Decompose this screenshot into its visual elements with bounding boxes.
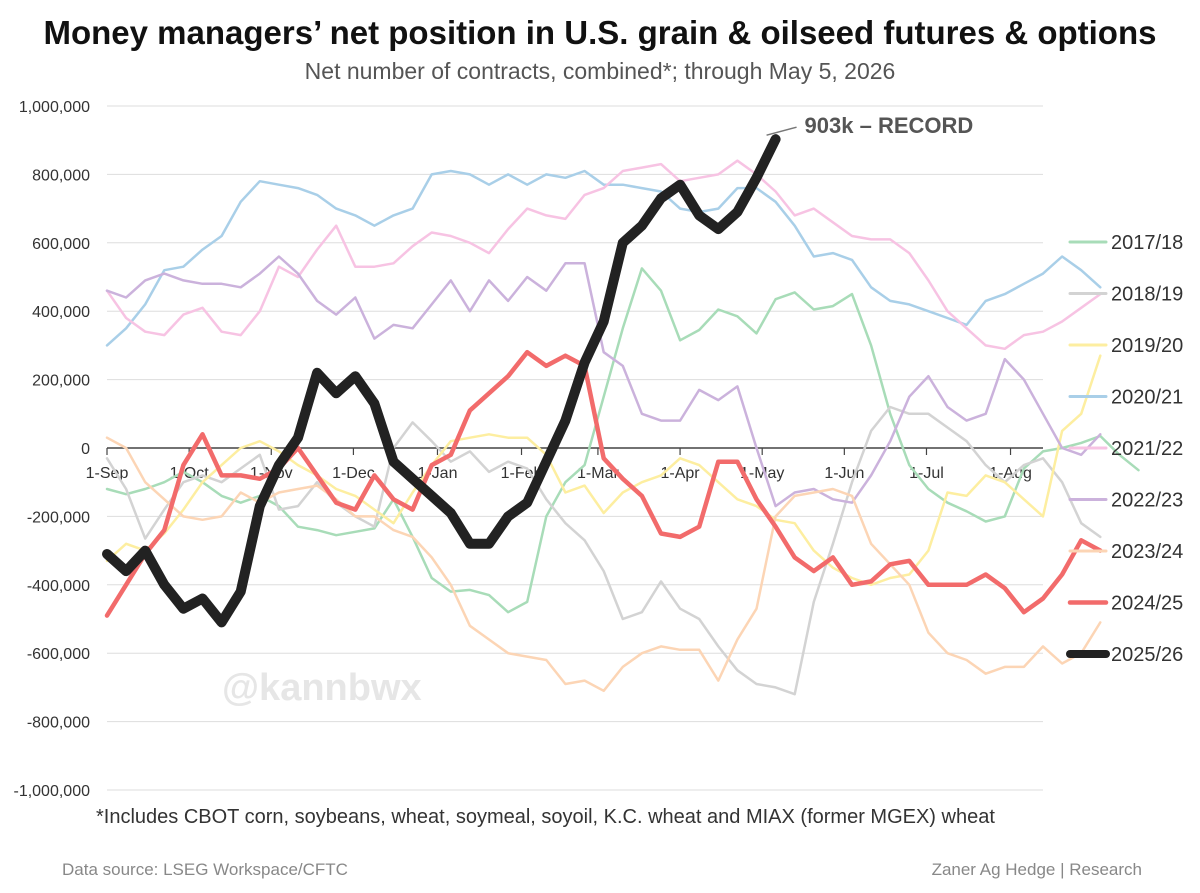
y-tick-label: -800,000 — [27, 715, 90, 732]
legend-label: 2018/19 — [1111, 284, 1183, 306]
y-tick-label: 600,000 — [32, 236, 90, 253]
legend-label: 2023/24 — [1111, 541, 1183, 563]
watermark: @kannbwx — [222, 667, 422, 709]
legend-label: 2021/22 — [1111, 438, 1183, 460]
x-tick-label: 1-Apr — [660, 465, 700, 482]
legend-label: 2019/20 — [1111, 335, 1183, 357]
y-tick-label: 0 — [81, 441, 90, 458]
record-annotation: 903k – RECORD — [766, 113, 974, 138]
x-tick-label: 1-Mar — [577, 465, 619, 482]
y-tick-label: -1,000,000 — [13, 783, 90, 800]
y-tick-label: 1,000,000 — [19, 99, 90, 116]
series-line-2023-24 — [105, 436, 1102, 693]
series-line-2018-19 — [105, 405, 1102, 696]
legend-label: 2022/23 — [1111, 490, 1183, 512]
legend-label: 2024/25 — [1111, 593, 1183, 615]
credit: Zaner Ag Hedge | Research — [931, 860, 1142, 879]
x-tick-label: 1-Jul — [909, 465, 944, 482]
legend: 2017/18 2018/19 2019/20 2020/21 2021/22 2022/… — [1066, 232, 1183, 666]
series-line-2019-20 — [105, 354, 1102, 587]
series-line-2020-21 — [105, 169, 1102, 347]
y-tick-label: -600,000 — [27, 646, 90, 663]
y-tick-label: 800,000 — [32, 167, 90, 184]
legend-label: 2020/21 — [1111, 387, 1183, 409]
series-line-2017-18 — [105, 267, 1140, 614]
y-tick-label: -200,000 — [27, 509, 90, 526]
y-tick-label: 400,000 — [32, 304, 90, 321]
series-line-2022-23 — [105, 255, 1102, 508]
chart-title: Money managers’ net position in U.S. gra… — [43, 14, 1157, 51]
series-lines — [102, 134, 1140, 696]
legend-label: 2017/18 — [1111, 232, 1183, 254]
y-tick-label: -400,000 — [27, 578, 90, 595]
y-axis: 1,000,000 800,000 600,000 400,000 200,000 0 -2… — [13, 99, 90, 800]
data-source: Data source: LSEG Workspace/CFTC — [62, 860, 348, 879]
annotation-label: 903k – RECORD — [805, 113, 974, 138]
series-line-2025-26 — [102, 134, 781, 628]
series-line-2021-22 — [105, 159, 1102, 351]
series-line-2024-25 — [104, 349, 1103, 618]
annotation-leader — [766, 126, 797, 136]
x-tick-label: 1-May — [740, 465, 784, 482]
x-tick-label: 1-Dec — [332, 465, 375, 482]
legend-label: 2025/26 — [1111, 644, 1183, 666]
footnote: *Includes CBOT corn, soybeans, wheat, so… — [96, 806, 995, 828]
x-tick-label: 1-Sep — [86, 465, 129, 482]
y-tick-label: 200,000 — [32, 373, 90, 390]
chart-subtitle: Net number of contracts, combined*; thro… — [304, 58, 896, 84]
